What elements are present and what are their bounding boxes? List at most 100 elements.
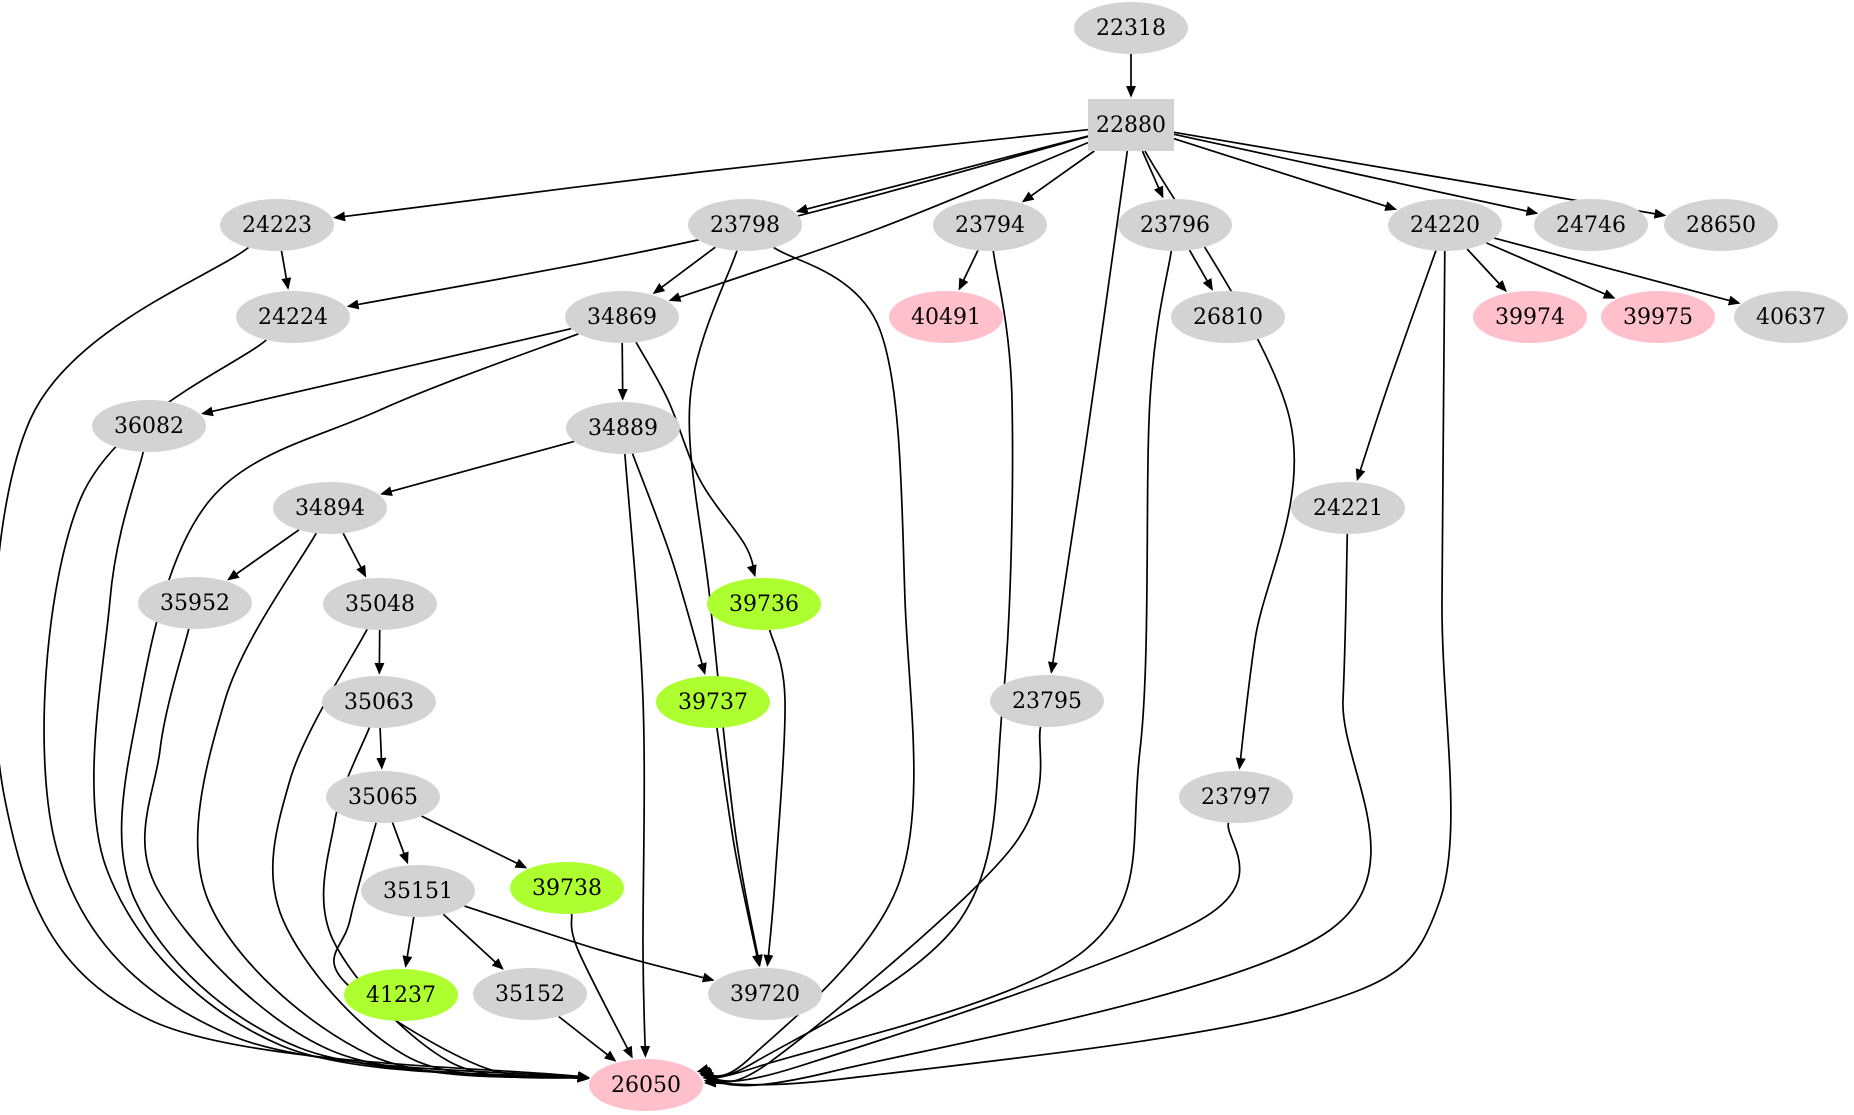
edge-34889-to-39737 — [631, 453, 707, 676]
edge-39738-to-26050 — [570, 913, 633, 1059]
node-label: 39720 — [730, 981, 800, 1007]
graph-node-40491: 40491 — [889, 291, 1003, 343]
edge-24220-to-39975 — [1486, 242, 1616, 299]
edge-34869-to-34889 — [617, 342, 628, 401]
node-label: 39736 — [729, 591, 799, 617]
node-label: 35151 — [383, 878, 453, 904]
edge-24220-to-40637 — [1493, 237, 1741, 306]
graph-node-39974: 39974 — [1473, 291, 1587, 343]
graph-node-23796: 23796 — [1118, 199, 1232, 251]
edge-34894-to-35048 — [342, 532, 367, 578]
edge-39737-to-39720 — [716, 727, 762, 967]
node-label: 23798 — [710, 212, 780, 238]
edge-23796-to-26810 — [1188, 249, 1213, 291]
edge-22880-to-24223 — [333, 128, 1089, 222]
node-label: 40491 — [911, 304, 981, 330]
node-label: 41237 — [366, 982, 436, 1008]
edge-23796-to-26050 — [700, 250, 1173, 1079]
edge-35048-to-26050 — [271, 628, 590, 1083]
graph-node-36082: 36082 — [92, 400, 206, 452]
graph-node-34869: 34869 — [565, 291, 679, 343]
edge-24220-to-26050 — [704, 250, 1452, 1088]
edge-34889-to-26050 — [624, 453, 651, 1058]
graph-node-24221: 24221 — [1291, 482, 1405, 534]
node-label: 22880 — [1096, 112, 1166, 138]
node-label: 34889 — [588, 415, 658, 441]
edge-24220-to-24221 — [1355, 250, 1437, 482]
edge-22880-to-34869 — [668, 141, 1089, 302]
edge-35065-to-39738 — [421, 815, 528, 869]
node-label: 39738 — [532, 875, 602, 901]
node-label: 24224 — [258, 304, 328, 330]
edge-34889-to-34894 — [380, 440, 575, 497]
edge-35065-to-26050 — [333, 822, 590, 1083]
graph-node-26810: 26810 — [1171, 291, 1285, 343]
graph-node-39737: 39737 — [656, 676, 770, 728]
graph-node-35063: 35063 — [322, 676, 436, 728]
edge-24220-to-39974 — [1466, 248, 1508, 293]
graph-node-23797: 23797 — [1179, 771, 1293, 823]
graph-node-35065: 35065 — [326, 771, 440, 823]
node-label: 40637 — [1756, 304, 1826, 330]
graph-node-35151: 35151 — [361, 865, 475, 917]
edge-35952-to-26050 — [144, 628, 590, 1083]
edge-24224-to-26050 — [43, 339, 590, 1082]
node-label: 35952 — [160, 590, 230, 616]
graph-node-24224: 24224 — [236, 291, 350, 343]
node-label: 39974 — [1495, 304, 1565, 330]
edge-23794-to-26050 — [698, 250, 1014, 1078]
edge-35152-to-26050 — [558, 1015, 617, 1062]
node-label: 24221 — [1313, 495, 1383, 521]
edge-22880-to-23795 — [1047, 150, 1129, 674]
node-label: 39975 — [1623, 304, 1693, 330]
node-label: 24223 — [242, 212, 312, 238]
edge-23798-to-34869 — [652, 246, 716, 295]
node-label: 22318 — [1096, 15, 1166, 41]
graph-node-23794: 23794 — [933, 199, 1047, 251]
graph-node-35152: 35152 — [473, 968, 587, 1020]
graph-node-24746: 24746 — [1534, 199, 1648, 251]
edge-35063-to-35065 — [376, 727, 387, 770]
node-label: 39737 — [678, 689, 748, 715]
edge-22880-to-23798 — [795, 135, 1089, 214]
graph-node-39975: 39975 — [1601, 291, 1715, 343]
edge-35065-to-35151 — [391, 822, 409, 865]
graph-node-26050: 26050 — [589, 1059, 703, 1111]
graph-node-35952: 35952 — [138, 577, 252, 629]
edge-23794-to-40491 — [958, 250, 979, 291]
edge-24223-to-24224 — [280, 250, 292, 290]
node-label: 35152 — [495, 981, 565, 1007]
node-label: 23796 — [1140, 212, 1210, 238]
node-label: 35063 — [344, 689, 414, 715]
edge-39736-to-39720 — [763, 629, 786, 967]
graph-node-34889: 34889 — [566, 402, 680, 454]
graph-node-24220: 24220 — [1388, 199, 1502, 251]
node-label: 34869 — [587, 304, 657, 330]
edge-22880-to-23794 — [1021, 150, 1095, 203]
edge-35151-to-39720 — [464, 905, 715, 983]
graph-node-39736: 39736 — [707, 578, 821, 630]
graph-node-23798: 23798 — [688, 199, 802, 251]
edge-group — [0, 54, 1741, 1088]
graph-node-28650: 28650 — [1664, 199, 1778, 251]
edge-24223-to-26050 — [0, 246, 590, 1082]
graph-node-23795: 23795 — [990, 675, 1104, 727]
edge-22880-to-23797 — [1144, 150, 1296, 770]
node-label: 28650 — [1686, 212, 1756, 238]
node-label: 35065 — [348, 784, 418, 810]
graph-node-22880: 22880 — [1088, 99, 1174, 151]
edge-35151-to-41237 — [402, 916, 415, 968]
node-label: 26050 — [611, 1072, 681, 1098]
node-label: 23795 — [1012, 688, 1082, 714]
graph-node-24223: 24223 — [220, 199, 334, 251]
node-label: 24746 — [1556, 212, 1626, 238]
node-label: 23794 — [955, 212, 1025, 238]
graph-node-34894: 34894 — [273, 482, 387, 534]
edge-24221-to-26050 — [703, 533, 1372, 1087]
edge-22880-to-24220 — [1173, 137, 1398, 211]
node-label: 34894 — [295, 495, 365, 521]
graph-node-35048: 35048 — [323, 578, 437, 630]
edge-34869-to-39736 — [635, 341, 757, 578]
